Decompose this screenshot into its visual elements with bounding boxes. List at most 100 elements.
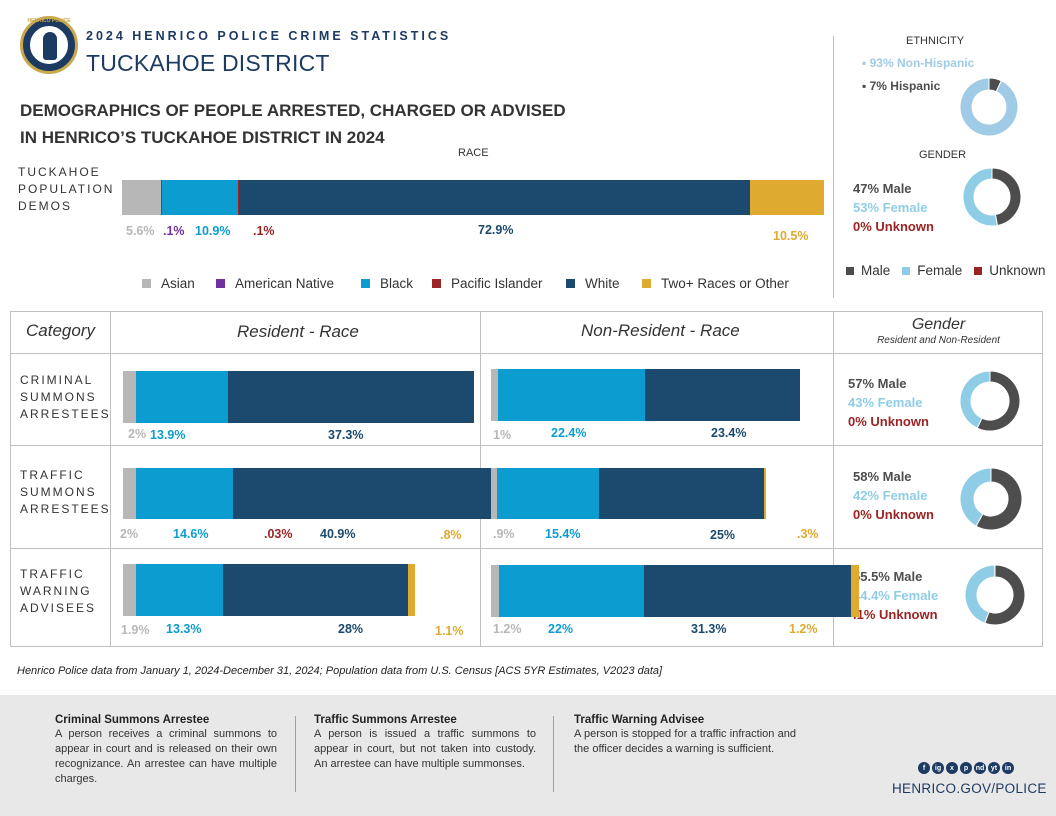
- row-label-traffic-warning: TRAFFIC WARNING ADVISEES: [20, 567, 97, 615]
- population-data-label: 72.9%: [478, 223, 514, 237]
- bar-data-label: 1.2%: [493, 622, 522, 636]
- population-bar-segment-white: [239, 180, 751, 215]
- instagram-icon[interactable]: ig: [932, 762, 944, 774]
- race-legend-asian: Asian: [142, 276, 195, 291]
- population-data-label: 10.5%: [773, 229, 809, 243]
- nextdoor-icon[interactable]: nd: [974, 762, 986, 774]
- data-source-footnote: Henrico Police data from January 1, 2024…: [17, 665, 663, 677]
- population-data-label: .1%: [253, 224, 275, 238]
- bar-data-label: .9%: [493, 527, 515, 541]
- bar-segment-white: [223, 564, 409, 616]
- bar-segment-white: [227, 371, 475, 423]
- henrico-police-seal: HENRICO POLICE: [20, 16, 78, 74]
- asian-swatch: [142, 279, 151, 288]
- male-swatch: [846, 266, 854, 275]
- ethnicity-donut: [959, 77, 1019, 137]
- ethnicity-title: ETHNICITY: [906, 35, 965, 47]
- bar-segment-black: [135, 564, 224, 616]
- race-legend-pacific-islander: Pacific Islander: [432, 276, 543, 291]
- definitions-footer: Criminal Summons Arrestee A person recei…: [0, 695, 1056, 816]
- population-data-label: 5.6%: [126, 224, 155, 238]
- table-col-divider: [110, 311, 111, 647]
- bar-data-label: .8%: [440, 528, 462, 542]
- definition-criminal-summons: Criminal Summons Arrestee A person recei…: [55, 714, 277, 785]
- traffic-summons-gender-donut: [959, 467, 1023, 531]
- definition-traffic-warning: Traffic Warning Advisee A person is stop…: [574, 714, 796, 755]
- col-header-nonresident: Non-Resident - Race: [581, 321, 740, 340]
- table-col-divider: [833, 311, 834, 647]
- district-name: TUCKAHOE DISTRICT: [86, 50, 330, 76]
- bar-segment-white: [598, 468, 764, 519]
- gender-legend: Male Female Unknown: [846, 263, 1046, 278]
- bar-data-label: 37.3%: [328, 428, 364, 442]
- bar-segment-asian: [123, 371, 137, 423]
- bar-segment-white: [232, 468, 503, 519]
- population-gender-donut: [962, 167, 1022, 227]
- population-bar-segment-black: [161, 180, 239, 215]
- race-section-label: RACE: [458, 147, 489, 159]
- bar-data-label: 22.4%: [551, 426, 587, 440]
- x-icon[interactable]: x: [946, 762, 958, 774]
- bar-data-label: 1.9%: [121, 623, 150, 637]
- bar-segment-black: [136, 371, 228, 423]
- american-native-swatch: [216, 279, 225, 288]
- definition-separator: [553, 716, 554, 792]
- unknown-swatch: [974, 266, 983, 275]
- donut-slice-male: [976, 370, 1021, 432]
- donut-slice-female: [959, 370, 991, 429]
- population-bar-segment-two-races-or-other: [750, 180, 824, 215]
- criminal-summons-gender-donut: [959, 370, 1021, 432]
- donut-slice-female: [962, 167, 999, 227]
- demographics-table: [10, 311, 1043, 647]
- social-icons: f ig x p nd yt in: [918, 762, 1014, 774]
- donut-slice-male: [991, 167, 1022, 227]
- pacific-islander-swatch: [432, 279, 441, 288]
- bar-segment-black: [498, 565, 645, 617]
- youtube-icon[interactable]: yt: [988, 762, 1000, 774]
- donut-slice-non-hispanic: [959, 77, 1019, 137]
- population-gender-stats: 47% Male 53% Female 0% Unknown: [853, 181, 934, 234]
- white-swatch: [566, 279, 575, 288]
- col-header-resident: Resident - Race: [237, 322, 359, 341]
- bar-data-label: 1.1%: [435, 624, 464, 638]
- bar-data-label: 23.4%: [711, 426, 747, 440]
- traffic-warning-gender-donut: [964, 564, 1026, 626]
- bar-segment-black: [496, 468, 599, 519]
- bar-segment-black: [136, 468, 233, 519]
- population-data-label: 10.9%: [195, 224, 231, 238]
- population-data-label: .1%: [163, 224, 185, 238]
- facebook-icon[interactable]: f: [918, 762, 930, 774]
- linkedin-icon[interactable]: in: [1002, 762, 1014, 774]
- bar-data-label: 31.3%: [691, 622, 727, 636]
- two-plus-swatch: [642, 279, 651, 288]
- bar-data-label: 13.3%: [166, 622, 202, 636]
- report-title: 2024 HENRICO POLICE CRIME STATISTICS: [86, 29, 452, 43]
- traffic-warning-gender-stats: 55.5% Male 44.4% Female .1% Unknown: [853, 569, 939, 622]
- bar-segment-asian: [491, 369, 498, 421]
- seal-text: HENRICO POLICE: [27, 18, 71, 24]
- bar-data-label: .3%: [797, 527, 819, 541]
- bar-data-label: 40.9%: [320, 527, 356, 541]
- bar-segment-asian: [123, 564, 136, 616]
- table-row-divider: [10, 353, 1043, 354]
- col-header-gender: Gender: [911, 316, 966, 333]
- table-row-divider: [10, 548, 1043, 549]
- pinterest-icon[interactable]: p: [960, 762, 972, 774]
- bar-data-label: .03%: [264, 527, 293, 541]
- bar-segment-black: [497, 369, 646, 421]
- bar-data-label: 14.6%: [173, 527, 209, 541]
- bar-data-label: 2%: [120, 527, 139, 541]
- ethnicity-non-hispanic: ▪ 93% Non-Hispanic: [862, 56, 975, 70]
- race-legend-black: Black: [361, 276, 413, 291]
- population-row-label: TUCKAHOE POPULATION DEMOS: [18, 165, 115, 213]
- donut-slice-female: [959, 467, 992, 527]
- population-bar-segment-asian: [122, 180, 162, 215]
- page-title: DEMOGRAPHICS OF PEOPLE ARRESTED, CHARGED…: [20, 101, 566, 147]
- website-link[interactable]: HENRICO.GOV/POLICE: [892, 781, 1047, 796]
- bar-data-label: 1%: [493, 428, 512, 442]
- table-row-divider: [10, 445, 1043, 446]
- bar-segment-two-races-or-other: [850, 565, 859, 617]
- bar-segment-two-races-or-other: [408, 564, 416, 616]
- bar-segment-white: [644, 565, 851, 617]
- bar-segment-asian: [123, 468, 137, 519]
